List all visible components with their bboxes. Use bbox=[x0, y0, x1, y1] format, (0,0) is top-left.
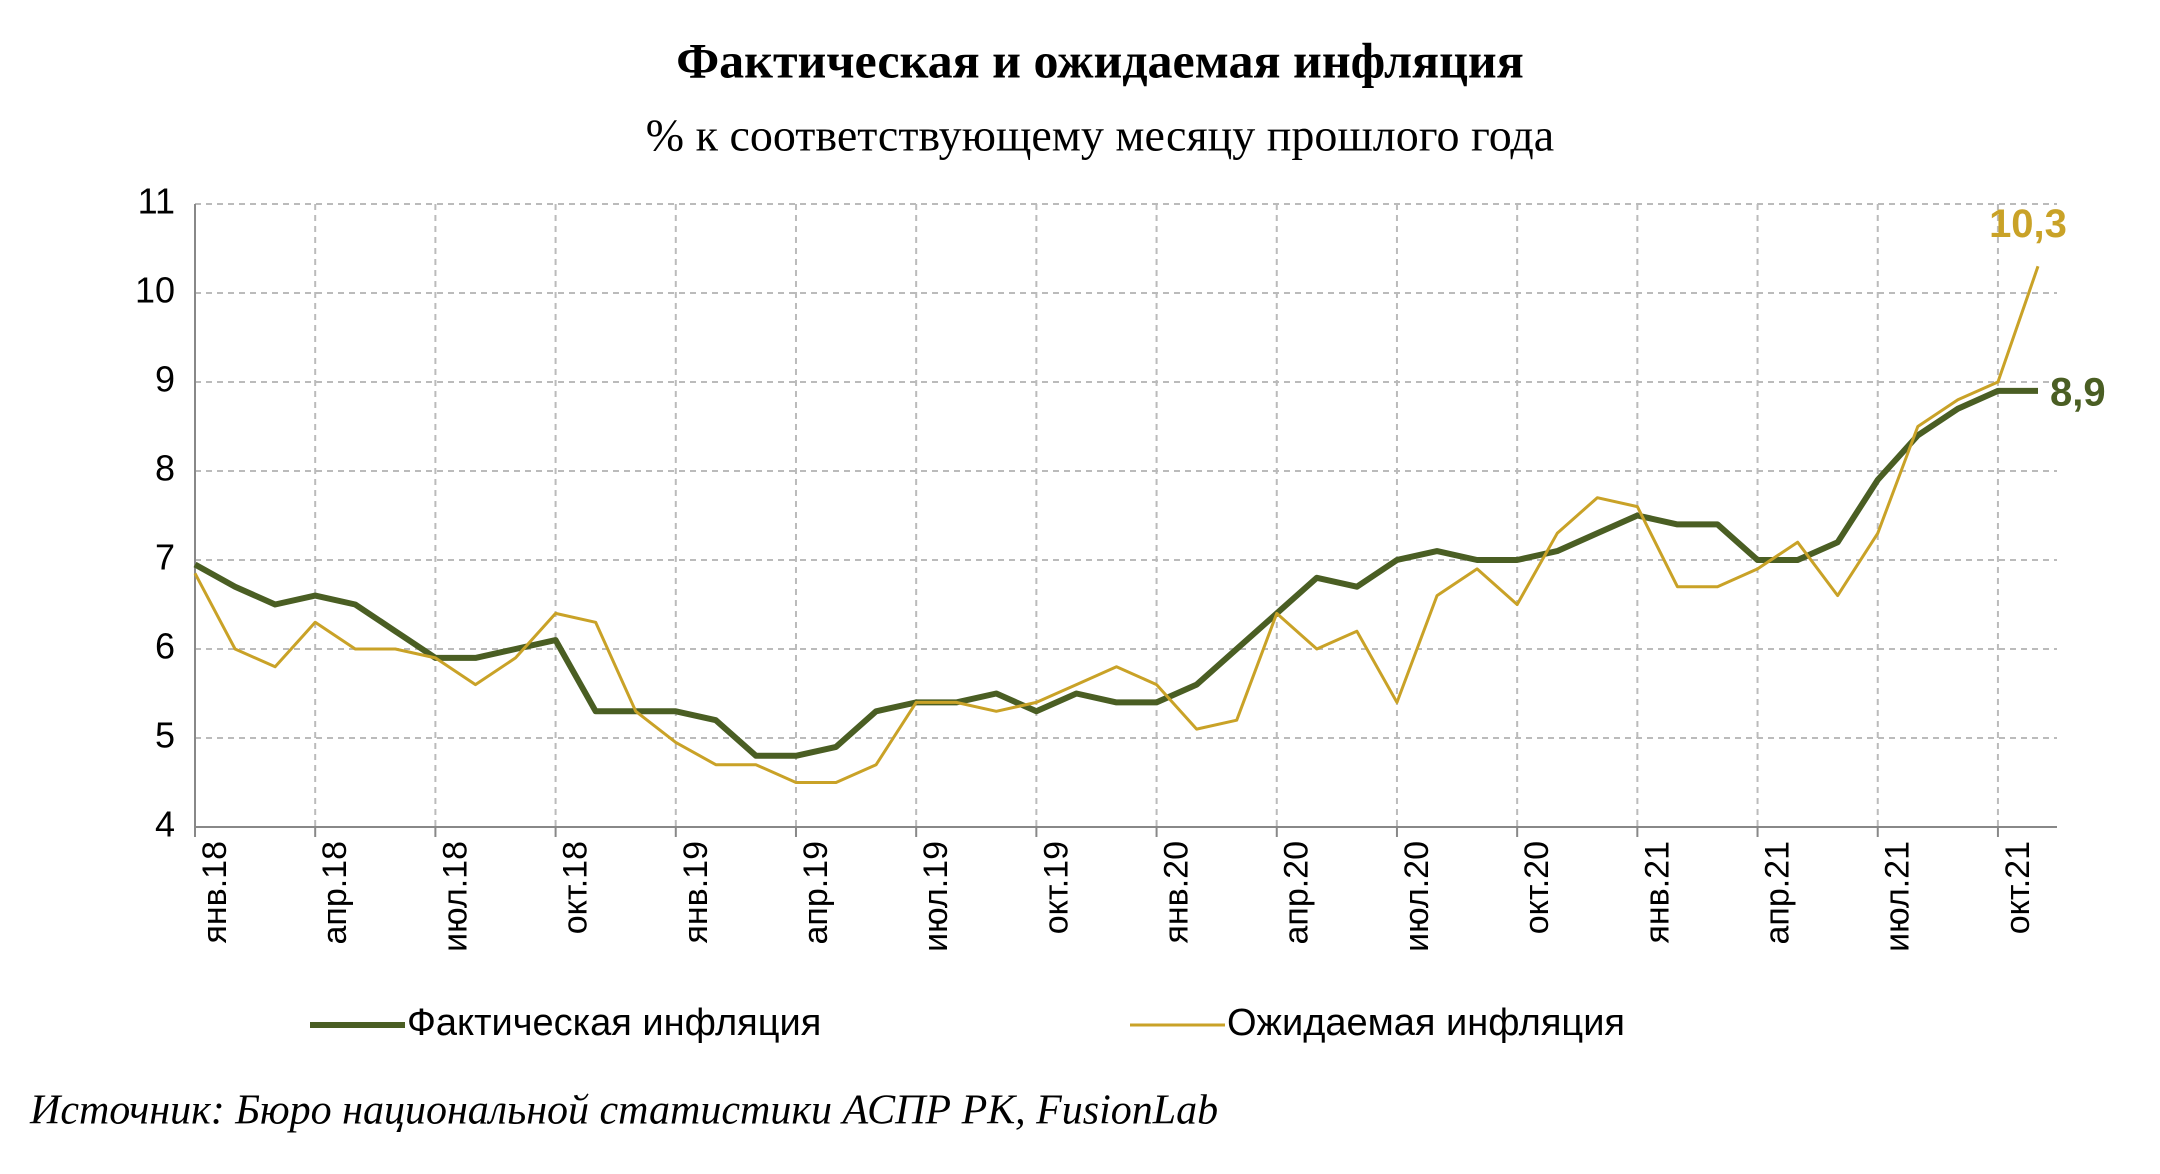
y-tick-label: 11 bbox=[138, 181, 175, 222]
chart-subtitle: % к соответствующему месяцу прошлого год… bbox=[646, 110, 1554, 161]
x-tick-label: окт.18 bbox=[557, 841, 595, 934]
x-tick-label: окт.21 bbox=[1999, 841, 2037, 934]
y-tick-label: 10 bbox=[135, 270, 175, 311]
legend-label: Ожидаемая инфляция bbox=[1227, 1002, 1625, 1044]
data-label: 8,9 bbox=[2050, 370, 2106, 414]
x-tick-label: апр.21 bbox=[1759, 841, 1797, 945]
y-tick-label: 5 bbox=[155, 715, 175, 756]
x-tick-label: июл.18 bbox=[436, 841, 474, 952]
y-tick-label: 7 bbox=[155, 537, 175, 578]
x-tick-label: июл.21 bbox=[1879, 841, 1917, 952]
y-tick-label: 4 bbox=[155, 804, 175, 845]
x-tick-label: июл.20 bbox=[1398, 841, 1436, 952]
x-tick-label: апр.18 bbox=[316, 841, 354, 945]
legend-label: Фактическая инфляция bbox=[407, 1002, 821, 1044]
x-tick-label: янв.21 bbox=[1638, 841, 1676, 944]
y-tick-label: 8 bbox=[155, 448, 175, 489]
series-line bbox=[193, 265, 2040, 784]
x-tick-label: апр.19 bbox=[797, 841, 835, 945]
series-line bbox=[193, 387, 2038, 759]
x-tick-label: янв.18 bbox=[196, 841, 234, 944]
x-tick-label: янв.19 bbox=[677, 841, 715, 944]
x-tick-label: апр.20 bbox=[1278, 841, 1316, 945]
x-tick-label: окт.19 bbox=[1037, 841, 1075, 934]
x-tick-label: янв.20 bbox=[1158, 841, 1196, 944]
chart-title: Фактическая и ожидаемая инфляция bbox=[676, 32, 1524, 88]
x-tick-label: июл.19 bbox=[917, 841, 955, 952]
x-tick-label: окт.20 bbox=[1518, 841, 1556, 934]
y-tick-label: 6 bbox=[155, 626, 175, 667]
source-note: Источник: Бюро национальной статистики А… bbox=[29, 1088, 1218, 1134]
data-label: 10,3 bbox=[1989, 202, 2067, 246]
y-tick-label: 9 bbox=[155, 359, 175, 400]
